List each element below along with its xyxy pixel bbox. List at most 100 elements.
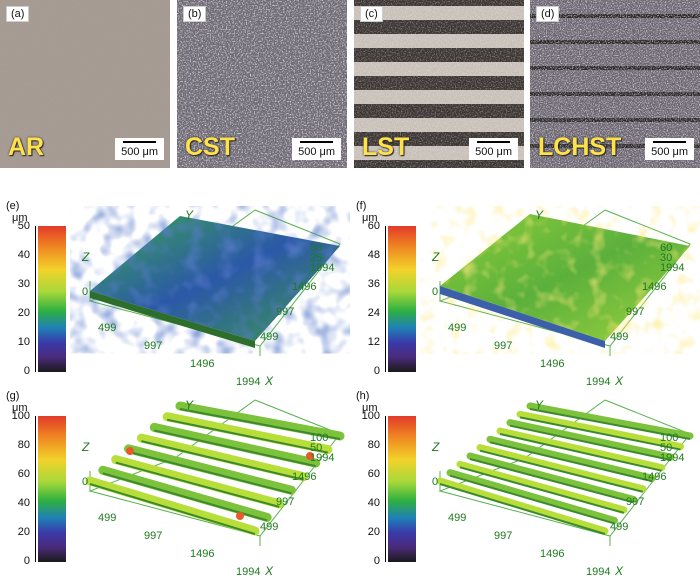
scale-axis <box>35 416 36 562</box>
scale-bar: 500 μm <box>645 138 694 160</box>
y-tick-label: 1496 <box>292 281 317 293</box>
scale-tick: 80 <box>17 439 30 451</box>
axis-y-label: Y <box>185 398 194 412</box>
scale-axis <box>385 226 386 372</box>
micrograph-lst: (c) LST 500 μm <box>354 0 524 168</box>
surface-plot-1: (f) μm 60 48 36 24 12 0 Z Y X 0 60 30 1994 1496 997 499 49… <box>350 200 700 388</box>
y-tick-label: 499 <box>260 521 279 533</box>
scale-tick: 100 <box>361 410 380 422</box>
surface-plot-0: (e) μm 50 40 30 20 10 0 Z Y X 0 50 25 1994 1496 997 499 49… <box>0 200 350 388</box>
z-tick-label: 1994 <box>660 262 685 274</box>
scale-tick: 60 <box>17 468 30 480</box>
z-tick-label: 50 <box>310 242 323 254</box>
scale-tick: 100 <box>11 410 30 422</box>
unit-label: μm <box>362 212 378 224</box>
sample-name: CST <box>185 133 235 161</box>
axis-x-label: X <box>615 564 624 578</box>
micrograph-cst: (b) CST 500 μm <box>177 0 347 168</box>
x-tick-label: 997 <box>494 530 513 542</box>
unit-label: μm <box>12 402 28 414</box>
x-tick-label: 1994 <box>236 566 261 578</box>
x-tick-label: 1994 <box>586 566 611 578</box>
x-tick-label: 499 <box>448 322 467 334</box>
scale-tick: 0 <box>373 555 380 567</box>
axis-y-label: Y <box>535 398 544 412</box>
micrograph-lst-image <box>354 0 524 168</box>
scale-tick: 40 <box>17 249 30 261</box>
color-scale-bar <box>38 416 66 562</box>
y-tick-label: 499 <box>610 521 629 533</box>
y-tick-label: 499 <box>260 331 279 343</box>
axis-y-label: Y <box>535 208 544 222</box>
y-tick-label: 1496 <box>292 471 317 483</box>
z-tick-label: 60 <box>660 242 673 254</box>
panel-tag: (c) <box>360 6 383 22</box>
panel-tag: (e) <box>6 200 20 212</box>
sample-name: AR <box>8 133 45 161</box>
axis-x-label: X <box>615 374 624 388</box>
scale-tick: 60 <box>367 220 380 232</box>
axis-y-label: Y <box>185 208 194 222</box>
scale-tick: 40 <box>17 497 30 509</box>
z-tick-label: 100 <box>310 432 329 444</box>
z-tick-label: 100 <box>660 432 679 444</box>
z-tick-label: 25 <box>310 252 323 264</box>
unit-label: μm <box>362 402 378 414</box>
panel-tag: (b) <box>183 6 207 22</box>
sample-name: LCHST <box>538 133 622 161</box>
micrograph-ar: (a) AR 500 μm <box>0 0 170 168</box>
scale-tick: 30 <box>17 278 30 290</box>
color-scale-bar <box>388 416 416 562</box>
scale-tick: 48 <box>367 249 380 261</box>
axis-x-label: X <box>265 564 274 578</box>
surface-render <box>85 399 345 546</box>
surface-plot-3: (h) μm 100 80 60 40 20 0 Z Y X 0 100 50 1994 1496 997 499… <box>350 390 700 578</box>
axis-x-label: X <box>265 374 274 388</box>
scale-tick: 60 <box>367 468 380 480</box>
surface-render <box>436 399 694 546</box>
surface-plot-2: (g) μm 100 80 60 40 20 0 Z Y X 0 100 50 1994 1496 997 499… <box>0 390 350 578</box>
z-tick-label: 50 <box>660 442 673 454</box>
axis-z-zero: 0 <box>82 286 89 298</box>
scale-tick: 0 <box>23 555 30 567</box>
scale-tick: 12 <box>367 336 380 348</box>
axis-z-label: Z <box>432 440 440 454</box>
scale-tick: 20 <box>367 526 380 538</box>
x-tick-label: 499 <box>448 512 467 524</box>
scale-tick: 40 <box>367 497 380 509</box>
color-scale-bar <box>388 226 416 372</box>
scale-tick: 10 <box>17 336 30 348</box>
scale-tick: 0 <box>373 365 380 377</box>
z-tick-label: 30 <box>660 252 673 264</box>
x-tick-label: 997 <box>144 340 163 352</box>
scale-tick: 36 <box>367 278 380 290</box>
axis-z-zero: 0 <box>432 476 439 488</box>
x-tick-label: 997 <box>494 340 513 352</box>
unit-label: μm <box>12 212 28 224</box>
axis-z-label: Z <box>432 250 440 264</box>
color-scale-bar <box>38 226 66 372</box>
panel-tag: (a) <box>6 6 30 22</box>
z-tick-label: 1994 <box>310 262 335 274</box>
panel-tag: (g) <box>6 390 20 402</box>
x-tick-label: 499 <box>98 322 117 334</box>
axis-z-label: Z <box>82 440 90 454</box>
micrograph-ar-image <box>0 0 170 168</box>
scale-bar: 500 μm <box>469 138 518 160</box>
y-tick-label: 997 <box>276 496 295 508</box>
scale-tick: 0 <box>23 365 30 377</box>
surface-render <box>88 209 341 356</box>
z-tick-label: 50 <box>310 442 323 454</box>
axis-z-label: Z <box>82 250 90 264</box>
y-tick-label: 997 <box>626 496 645 508</box>
x-tick-label: 499 <box>98 512 117 524</box>
scale-bar: 500 μm <box>292 138 341 160</box>
scale-bar: 500 μm <box>115 138 164 160</box>
x-tick-label: 997 <box>144 530 163 542</box>
y-tick-label: 499 <box>610 331 629 343</box>
y-tick-label: 1496 <box>642 281 667 293</box>
scale-axis <box>385 416 386 562</box>
scale-axis <box>35 226 36 372</box>
x-tick-label: 1496 <box>540 548 565 560</box>
sample-name: LST <box>362 133 410 161</box>
